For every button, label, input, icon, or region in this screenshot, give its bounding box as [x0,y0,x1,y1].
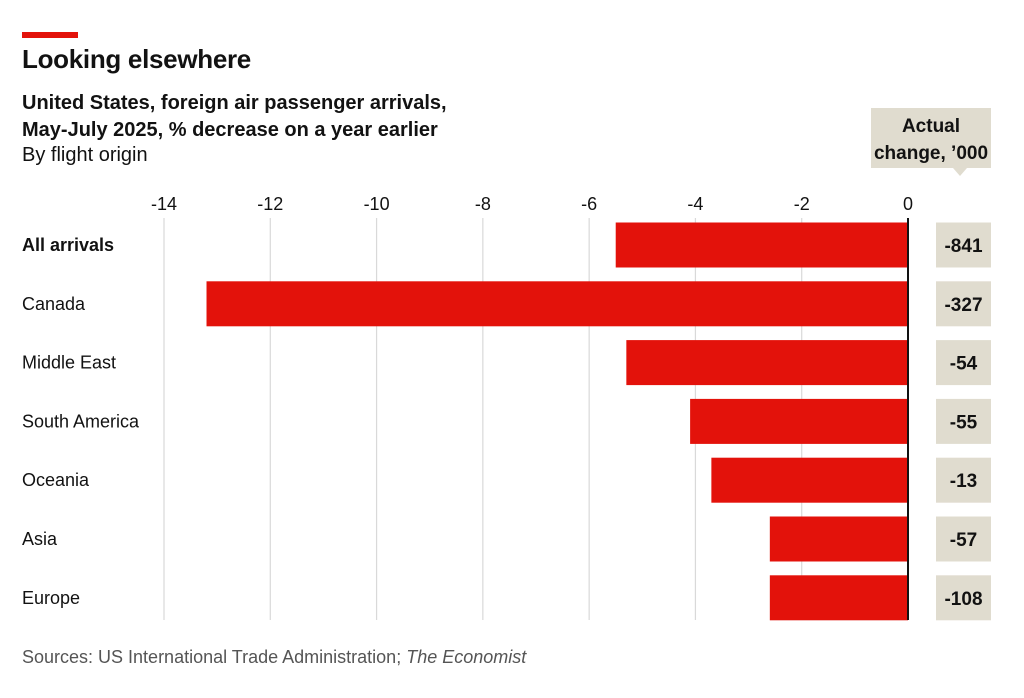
actual-change-value: -108 [944,589,982,610]
category-label: Europe [22,588,80,608]
chart-title: Looking elsewhere [22,44,251,74]
actual-change-box [936,516,991,562]
bar [769,575,908,621]
x-tick-label: 0 [903,194,913,214]
category-label: Canada [22,294,86,314]
subtitle-line-2: May-July 2025, % decrease on a year earl… [22,119,438,141]
actual-change-box [936,398,991,444]
category-label: All arrivals [22,235,114,255]
chart-subtitle: United States, foreign air passenger arr… [22,90,447,144]
source-note: Sources: US International Trade Administ… [22,647,526,668]
bar [769,516,908,562]
subtitle-line-1: United States, foreign air passenger arr… [22,92,447,114]
x-tick-label: -12 [257,194,283,214]
actual-change-value: -54 [950,354,978,375]
actual-change-box [936,281,991,327]
category-label: South America [22,411,140,431]
bar [626,340,908,386]
category-label: Middle East [22,353,116,373]
x-tick-label: -2 [794,194,810,214]
chart-subtitle-origin: By flight origin [22,144,148,166]
actual-change-box [936,222,991,268]
actual-change-value: -57 [950,530,977,551]
bar [690,398,908,444]
actual-change-value: -55 [950,412,978,433]
category-label: Asia [22,529,58,549]
actual-change-header-box [871,108,991,176]
actual-change-value: -13 [950,471,977,492]
actual-change-box [936,575,991,621]
actual-change-value: -841 [944,236,982,257]
x-tick-label: -8 [475,194,491,214]
source-publication: The Economist [406,647,527,667]
x-tick-label: -4 [687,194,703,214]
actual-change-header: Actual [902,116,960,137]
bar [711,457,908,503]
bar [206,281,908,327]
source-text: Sources: US International Trade Administ… [22,647,407,667]
actual-change-box [936,340,991,386]
accent-bar [22,32,78,38]
x-tick-label: -14 [151,194,177,214]
x-tick-label: -10 [364,194,390,214]
actual-change-box [936,457,991,503]
bar [615,222,908,268]
actual-change-header: change, ’000 [874,143,988,164]
actual-change-value: -327 [944,295,982,316]
x-tick-label: -6 [581,194,597,214]
category-label: Oceania [22,470,90,490]
